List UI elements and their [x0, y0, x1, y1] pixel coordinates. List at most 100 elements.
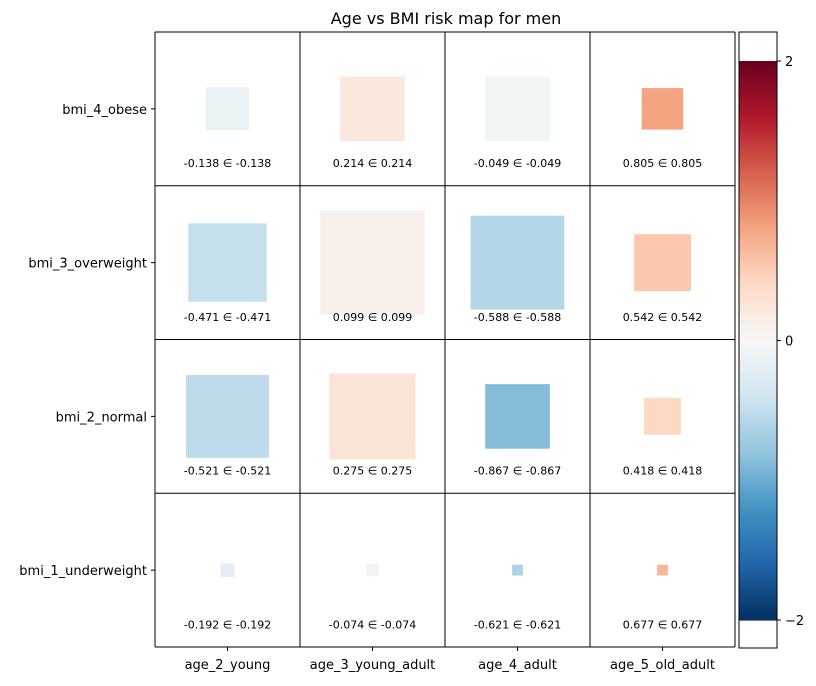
- grid-lines: [154, 31, 736, 648]
- heatmap-square: [634, 234, 691, 292]
- colorbar-band: [739, 167, 777, 171]
- colorbar-band: [739, 608, 777, 613]
- cell-value-label: -0.867 ∈ -0.867: [474, 465, 562, 478]
- heatmap-square: [644, 397, 681, 435]
- colorbar-band: [739, 589, 777, 593]
- y-tick-label: bmi_4_obese: [62, 103, 147, 118]
- colorbar-band: [739, 251, 777, 255]
- colorbar-band: [739, 323, 777, 328]
- colorbar-band: [739, 315, 777, 319]
- colorbar-band: [739, 561, 777, 565]
- colorbar-band: [739, 340, 777, 344]
- colorbar-band: [739, 91, 777, 96]
- x-axis: age_2_young age_3_young_adult age_4_adult a…: [185, 647, 715, 673]
- x-tick-label: age_4_adult: [478, 658, 557, 673]
- colorbar-band: [739, 326, 777, 330]
- cell-value-label: 0.099 ∈ 0.099: [333, 311, 413, 324]
- colorbar-band: [739, 617, 777, 621]
- colorbar-band: [739, 320, 777, 325]
- colorbar-band: [739, 603, 777, 607]
- heatmap-cells: -0.138 ∈ -0.138 0.214 ∈ 0.214 -0.049 ∈ -0.…: [184, 76, 703, 631]
- colorbar-band: [739, 354, 777, 358]
- colorbar-band: [739, 357, 777, 361]
- colorbar-band: [739, 463, 777, 467]
- heatmap-square: [206, 87, 250, 131]
- colorbar-band: [739, 234, 777, 238]
- colorbar-band: [739, 480, 777, 484]
- colorbar-band: [739, 105, 777, 110]
- colorbar-band: [739, 164, 777, 168]
- colorbar-band: [739, 88, 777, 93]
- colorbar-band: [739, 298, 777, 302]
- colorbar-band: [739, 203, 777, 207]
- cell-value-label: -0.521 ∈ -0.521: [184, 465, 272, 478]
- heatmap-square: [366, 564, 379, 577]
- colorbar-tick-label: 2: [785, 55, 793, 70]
- colorbar-band: [739, 547, 777, 551]
- colorbar-band: [739, 522, 777, 526]
- colorbar-band: [739, 133, 777, 138]
- heatmap-square: [512, 564, 523, 576]
- colorbar-band: [739, 223, 777, 227]
- colorbar-band: [739, 111, 777, 115]
- colorbar-band: [739, 351, 777, 356]
- colorbar-band: [739, 69, 777, 73]
- colorbar-band: [739, 119, 777, 124]
- colorbar-band: [739, 460, 777, 465]
- cell-value-label: -0.471 ∈ -0.471: [184, 311, 272, 324]
- colorbar-band: [739, 304, 777, 308]
- colorbar-band: [739, 449, 777, 453]
- colorbar-band: [739, 415, 777, 420]
- colorbar-band: [739, 429, 777, 434]
- colorbar-band: [739, 295, 777, 300]
- colorbar-band: [739, 337, 777, 342]
- cell-value-label: 0.677 ∈ 0.677: [623, 618, 703, 631]
- colorbar-band: [739, 161, 777, 166]
- colorbar-band: [739, 382, 777, 386]
- colorbar-band: [739, 248, 777, 252]
- colorbar-band: [739, 150, 777, 154]
- colorbar-band: [739, 385, 777, 389]
- colorbar-band: [739, 580, 777, 585]
- colorbar-band: [739, 114, 777, 118]
- colorbar-band: [739, 376, 777, 381]
- colorbar-band: [739, 360, 777, 364]
- colorbar-band: [739, 77, 777, 82]
- colorbar-band: [739, 471, 777, 476]
- colorbar-band: [739, 597, 777, 602]
- colorbar-band: [739, 569, 777, 574]
- colorbar-band: [739, 371, 777, 375]
- colorbar-band: [739, 183, 777, 188]
- colorbar-band: [739, 388, 777, 392]
- cell-value-label: -0.192 ∈ -0.192: [184, 618, 272, 631]
- colorbar-band: [739, 524, 777, 529]
- heatmap-square: [220, 563, 235, 577]
- colorbar-band: [739, 443, 777, 448]
- colorbar-band: [739, 457, 777, 462]
- cell-value-label: -0.621 ∈ -0.621: [474, 618, 562, 631]
- colorbar-band: [739, 466, 777, 470]
- colorbar-band: [739, 172, 777, 177]
- colorbar-band: [739, 242, 777, 247]
- colorbar-band: [739, 130, 777, 135]
- colorbar-band: [739, 292, 777, 297]
- colorbar-band: [739, 365, 777, 370]
- colorbar-band: [739, 273, 777, 277]
- colorbar-band: [739, 156, 777, 160]
- cell-value-label: 0.805 ∈ 0.805: [623, 157, 703, 170]
- colorbar-band: [739, 175, 777, 179]
- colorbar-band: [739, 346, 777, 350]
- colorbar-band: [739, 237, 777, 241]
- colorbar-band: [739, 211, 777, 216]
- colorbar-band: [739, 128, 777, 132]
- colorbar-band: [739, 94, 777, 98]
- heatmap-square: [340, 76, 405, 142]
- colorbar-band: [739, 446, 777, 451]
- colorbar-band: [739, 142, 777, 146]
- colorbar-band: [739, 245, 777, 249]
- colorbar-band: [739, 270, 777, 275]
- cell-value-label: 0.214 ∈ 0.214: [333, 157, 413, 170]
- colorbar-band: [739, 116, 777, 121]
